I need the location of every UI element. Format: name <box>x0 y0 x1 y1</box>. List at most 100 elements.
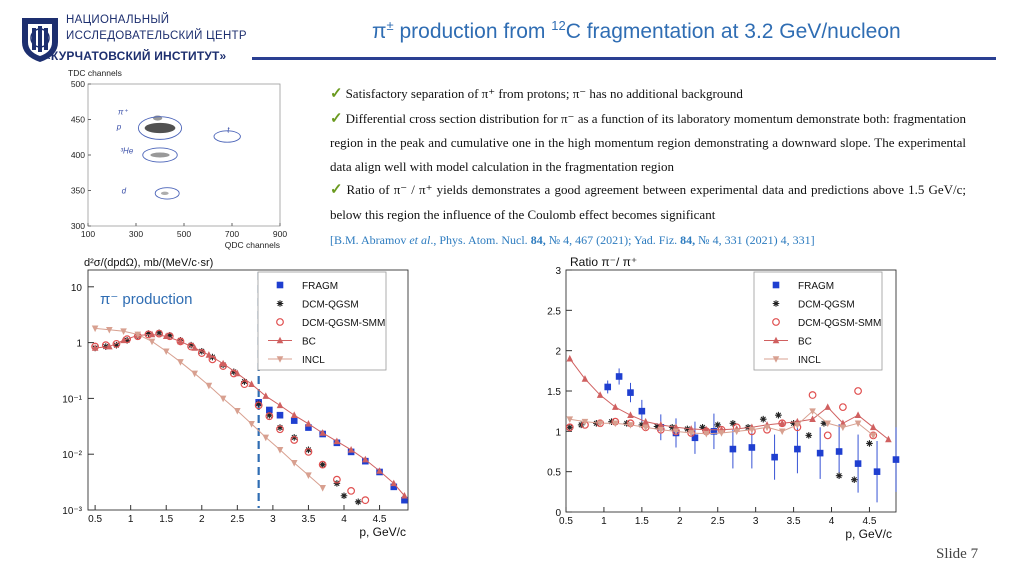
region-label: ³He <box>120 147 133 156</box>
bullet-text-2: Differential cross section distribution … <box>330 110 966 174</box>
data-point <box>290 434 298 441</box>
legend-box <box>753 271 883 371</box>
title-prefix: π <box>372 20 387 43</box>
data-point <box>276 411 284 419</box>
data-point <box>276 425 284 434</box>
data-point <box>581 418 589 426</box>
data-point <box>145 330 152 337</box>
legend-marker <box>772 356 780 363</box>
data-point <box>305 424 312 431</box>
data-point <box>566 424 574 431</box>
data-point <box>361 496 370 505</box>
data-point <box>120 328 127 336</box>
data-point <box>657 426 665 434</box>
data-point <box>729 445 737 453</box>
legend-label: BC <box>302 337 316 348</box>
data-point <box>748 444 756 451</box>
title-mass-sup: 12 <box>551 18 566 33</box>
data-point <box>638 421 646 429</box>
x-axis-title: p, GeV/c <box>359 525 406 539</box>
x-tick-label: 300 <box>129 229 143 239</box>
data-point <box>873 468 881 475</box>
data-point <box>262 434 270 442</box>
title-rule <box>252 57 996 60</box>
data-point <box>333 437 341 445</box>
data-point <box>123 336 131 344</box>
data-point <box>775 411 782 419</box>
data-point <box>187 341 195 349</box>
legend-marker <box>276 336 284 344</box>
data-point <box>854 420 862 428</box>
data-point <box>892 456 900 463</box>
y-tick-label: 3 <box>555 266 561 277</box>
data-point <box>177 337 184 345</box>
y-tick-label: 1.5 <box>547 387 561 398</box>
data-point <box>155 329 163 337</box>
data-point <box>134 331 142 339</box>
series-line <box>569 358 889 440</box>
data-point <box>869 432 877 440</box>
slide-title: π± production from 12C fragmentation at … <box>372 18 901 44</box>
legend-label: FRAGM <box>302 281 338 292</box>
ref-part-4: № 4, 467 (2021); Yad. Fiz. <box>545 233 681 247</box>
tdc-axis-title: TDC channels <box>68 68 122 78</box>
y-tick-label: 0 <box>555 508 561 519</box>
x-tick-label: 4.5 <box>373 514 387 525</box>
bullet-item-3: ✓ Ratio of π⁻ / π⁺ yields demonstrates a … <box>330 178 966 226</box>
region-label: t <box>227 125 230 134</box>
x-tick-label: 900 <box>273 229 287 239</box>
data-point <box>850 476 858 484</box>
legend-label: DCM-QGSM-SMM <box>798 318 881 329</box>
selection-ellipse <box>137 116 183 140</box>
data-point <box>823 431 832 440</box>
data-point <box>778 428 786 436</box>
y-tick-label: 10 <box>71 283 83 294</box>
title-suffix: C fragmentation at 3.2 GeV/nucleon <box>565 20 901 43</box>
legend-marker <box>276 356 284 363</box>
ref-part-2: et al <box>409 233 431 247</box>
legend-marker <box>276 318 284 326</box>
data-point <box>340 492 348 500</box>
x-tick-label: 1.5 <box>159 514 173 525</box>
selection-ellipse <box>142 147 178 163</box>
x-tick-label: 1.5 <box>635 516 649 527</box>
data-point <box>248 380 255 387</box>
x-tick-label: 100 <box>81 229 95 239</box>
data-point <box>604 383 612 391</box>
data-point <box>794 422 801 429</box>
region-label: p <box>116 122 122 131</box>
data-point <box>148 330 156 338</box>
reference-citation: [B.M. Abramov et al., Phys. Atom. Nucl. … <box>330 233 815 248</box>
data-point <box>318 460 327 469</box>
data-point <box>854 411 862 418</box>
data-point <box>354 498 362 506</box>
data-point <box>854 460 862 467</box>
logo-line-2: ИССЛЕДОВАТЕЛЬСКИЙ ЦЕНТР <box>66 30 247 42</box>
data-point <box>638 407 646 415</box>
data-point <box>596 420 604 428</box>
data-point <box>714 421 722 429</box>
y-tick-label: 0.5 <box>547 468 561 479</box>
data-point <box>790 419 797 427</box>
event-cluster <box>160 191 169 196</box>
data-point <box>106 326 113 334</box>
checkmark-icon: ✓ <box>330 182 344 198</box>
data-point <box>290 411 298 418</box>
data-point <box>839 419 847 427</box>
data-point <box>839 424 847 432</box>
data-point <box>205 351 213 358</box>
series-incl <box>91 325 326 492</box>
ref-vol-1: 84, <box>530 233 546 247</box>
data-point <box>703 425 710 433</box>
data-point <box>155 329 164 338</box>
data-point <box>177 359 184 366</box>
data-point <box>319 484 326 492</box>
legend-box <box>257 271 387 371</box>
x-tick-label: 500 <box>177 229 191 239</box>
data-point <box>612 420 619 428</box>
data-point <box>778 419 786 427</box>
data-point <box>401 491 408 499</box>
data-point <box>816 449 824 457</box>
data-point <box>699 424 706 431</box>
